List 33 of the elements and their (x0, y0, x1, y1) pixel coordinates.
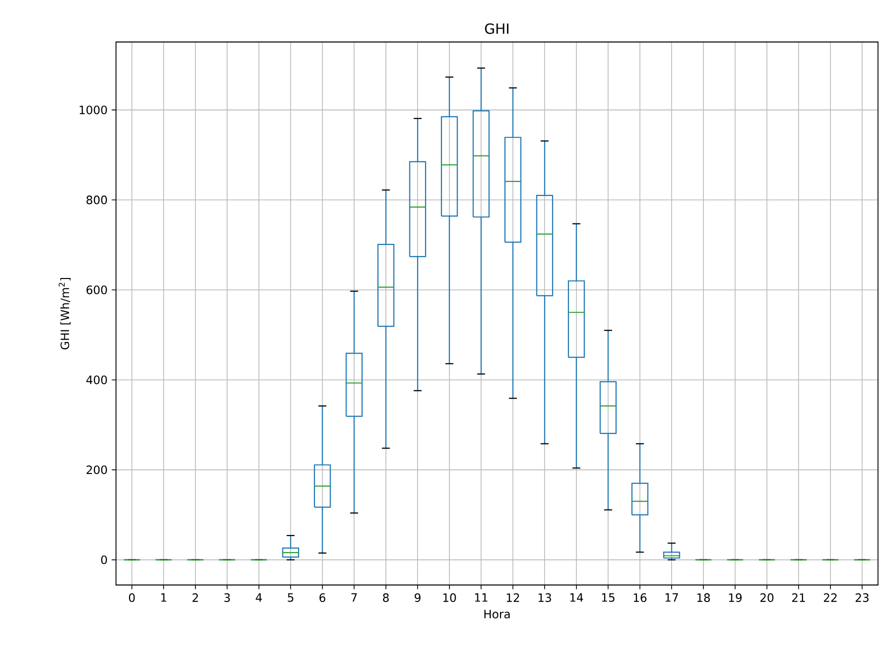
x-tick-label: 12 (506, 593, 520, 602)
x-tick-label: 21 (792, 593, 805, 602)
y-tick-label: 1000 (80, 106, 107, 114)
y-axis-title: GHI [Wh/m$^{2}$] (58, 278, 71, 350)
x-tick-label: 2 (192, 593, 198, 602)
y-tick-label: 200 (86, 465, 107, 474)
x-tick-label: 14 (570, 593, 584, 602)
x-tick-label: 0 (128, 593, 135, 602)
chart-title: GHI (485, 23, 508, 34)
x-tick-label: 10 (443, 593, 456, 602)
x-tick-label: 9 (414, 593, 420, 602)
x-tick-label: 17 (666, 593, 678, 602)
x-tick-label: 3 (224, 593, 230, 602)
x-tick-label: 20 (760, 593, 774, 602)
y-tick-label: 600 (86, 286, 107, 294)
x-tick-label: 23 (856, 593, 869, 602)
x-tick-label: 4 (256, 593, 262, 602)
x-tick-label: 18 (697, 593, 710, 602)
x-tick-label: 8 (383, 593, 389, 602)
x-tick-label: 6 (320, 593, 326, 602)
y-tick-label: 800 (86, 196, 107, 204)
x-tick-label: 11 (475, 593, 488, 602)
x-tick-label: 22 (824, 593, 837, 602)
x-tick-label: 19 (729, 593, 742, 602)
x-tick-label: 15 (602, 593, 614, 602)
x-tick-label: 16 (634, 593, 646, 602)
x-tick-label: 7 (351, 593, 357, 602)
x-tick-label: 5 (288, 593, 294, 602)
x-tick-label: 1 (161, 593, 166, 602)
y-tick-label: 0 (101, 555, 107, 564)
y-tick-label: 400 (86, 376, 107, 384)
x-axis-title: Hora (484, 610, 510, 618)
x-tick-label: 13 (538, 593, 552, 602)
